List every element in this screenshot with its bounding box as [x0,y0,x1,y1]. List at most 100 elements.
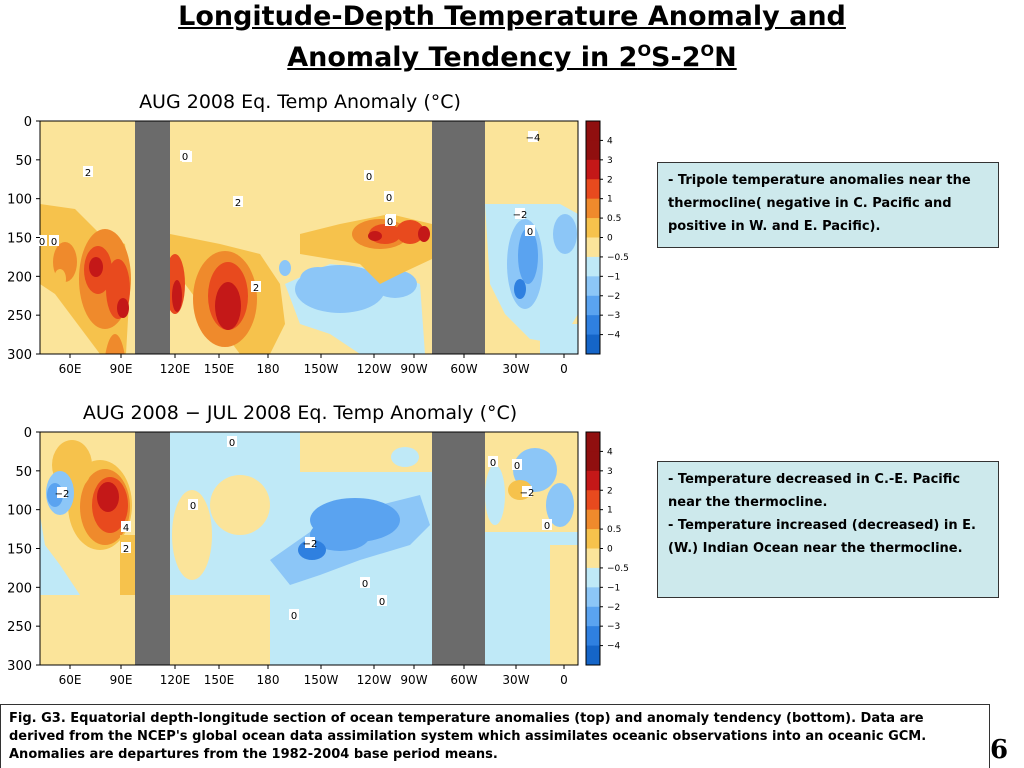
colorbar-swatch [586,256,600,277]
colorbar-swatch [586,159,600,180]
colorbar-swatch [586,490,600,511]
contour-label: 0 [544,521,550,532]
contour-label-bg [542,519,552,530]
colorbar-swatch [586,606,600,627]
contour-label: 0 [366,172,372,183]
x-tick-label: 90W [400,362,427,376]
field-cold [540,324,578,354]
x-tick-label: 150E [204,673,235,687]
colorbar-label: 2 [607,486,613,496]
y-tick-label: 50 [15,465,32,480]
contour-label: 0 [362,579,368,590]
field-warm [215,282,241,330]
contour-label-bg [488,456,498,467]
colorbar-swatch [586,529,600,549]
y-tick-label: 200 [7,270,32,285]
colorbar-swatch [586,198,600,219]
field-cold [270,595,432,665]
y-tick-label: 0 [24,426,32,441]
contour-label-bg [49,235,59,246]
x-tick-label: 120E [160,362,191,376]
colorbar-label: −4 [607,331,621,341]
title-line-1: Longitude-Depth Temperature Anomaly and [178,1,846,32]
note-bottom-text-2: - Temperature increased (decreased) in E… [668,518,976,556]
x-tick-label: 60E [59,673,82,687]
colorbar-label: 1 [607,506,613,516]
colorbar-swatch [586,179,600,200]
contour-label-bg [385,215,395,226]
colorbar-label: 4 [607,136,613,146]
contour-label: 2 [253,283,259,294]
field-warm [396,220,424,244]
contour-label-bg [364,170,374,181]
land-mask [135,432,170,665]
colorbar-label: 0.5 [607,214,621,224]
colorbar-label: 2 [607,175,613,185]
contour-label-bg [525,225,535,236]
contour-label: 2 [235,198,241,209]
contour-label-bg [121,521,131,532]
contour-label: −2 [303,539,318,550]
contour-label: 0 [51,237,57,248]
contour-label-bg [305,537,315,548]
contour-label-bg [522,486,532,497]
colorbar-label: −3 [607,311,620,321]
field-cold [391,447,419,467]
tendency-field [40,432,578,665]
colorbar-label: 0 [607,545,613,555]
colorbar-label: −2 [607,603,620,613]
x-tick-label: 0 [560,673,568,687]
y-tick-label: 50 [15,154,32,169]
contour-label: 2 [85,168,91,179]
colorbar-label: −0.5 [607,564,629,574]
y-tick-label: 300 [7,659,32,674]
x-tick-label: 30W [502,362,529,376]
field-warm [550,545,578,665]
note-top-text: - Tripole temperature anomalies near the… [668,173,971,234]
contour-label: 0 [229,438,235,449]
slide-title: Longitude-Depth Temperature Anomaly and … [0,0,1024,75]
contour-label-bg [227,436,237,447]
contour-label: 0 [514,461,520,472]
land-mask [432,121,485,354]
colorbar-swatch [586,548,600,569]
land-mask [135,121,170,354]
field-warm [170,595,270,665]
field-warm [54,269,66,289]
field-warm [172,490,212,580]
x-tick-label: 120W [357,673,392,687]
x-tick-label: 150E [204,362,235,376]
field-base [485,354,490,384]
x-tick-label: 180 [257,362,280,376]
contour-label-bg [528,131,538,142]
contour-label-bg [57,487,67,498]
contour-label: 0 [490,458,496,469]
x-tick-label: 150W [304,673,339,687]
x-tick-label: 120W [357,362,392,376]
colorbar-swatch [586,451,600,472]
field-cold [300,267,336,291]
y-tick-label: 250 [7,620,32,635]
contour-label: 0 [190,501,196,512]
field-cold [546,483,574,527]
colorbar-label: −2 [607,292,620,302]
x-tick-label: 120E [160,673,191,687]
contour-label: 0 [291,611,297,622]
field-warm [89,257,103,277]
contour-label: 0 [387,217,393,228]
contour-label-bg [83,166,93,177]
figure-caption: Fig. G3. Equatorial depth-longitude sect… [0,704,990,768]
colorbar-swatch [586,509,600,530]
note-bottom-text-1: - Temperature decreased in C.-E. Pacific… [668,472,961,510]
colorbar-swatch [586,140,600,161]
colorbar-label: −1 [607,583,620,593]
x-tick-label: 180 [257,673,280,687]
contour-label-bg [251,281,261,292]
colorbar-swatch [586,567,600,588]
contour-label-bg [233,196,243,207]
colorbar-label: 0 [607,234,613,244]
x-tick-label: 90W [400,673,427,687]
top-anomaly-chart: AUG 2008 Eq. Temp Anomaly (°C)2020220000… [7,91,629,384]
x-tick-label: 0 [560,362,568,376]
anomaly-field [40,121,578,384]
